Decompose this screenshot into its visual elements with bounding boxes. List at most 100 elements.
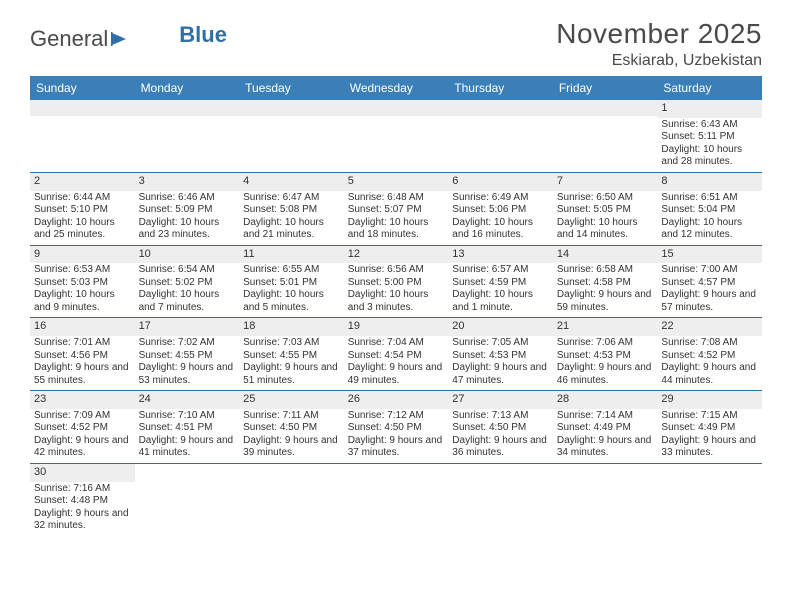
cell-body: Sunrise: 6:53 AMSunset: 5:03 PMDaylight:… <box>30 263 135 317</box>
daylight-text: Daylight: 9 hours and 34 minutes. <box>557 435 654 460</box>
sunset-text: Sunset: 4:55 PM <box>243 350 340 363</box>
calendar-cell: 14Sunrise: 6:58 AMSunset: 4:58 PMDayligh… <box>553 246 658 318</box>
cell-body: Sunrise: 7:11 AMSunset: 4:50 PMDaylight:… <box>239 409 344 463</box>
daylight-text: Daylight: 10 hours and 21 minutes. <box>243 217 340 242</box>
calendar-cell: 4Sunrise: 6:47 AMSunset: 5:08 PMDaylight… <box>239 173 344 245</box>
sunrise-text: Sunrise: 7:04 AM <box>348 337 445 350</box>
calendar-cell: 23Sunrise: 7:09 AMSunset: 4:52 PMDayligh… <box>30 391 135 463</box>
day-number: 29 <box>661 393 673 405</box>
day-number: 26 <box>348 393 360 405</box>
day-number-bar: 23 <box>30 391 135 409</box>
daylight-text: Daylight: 9 hours and 47 minutes. <box>452 362 549 387</box>
daylight-text: Daylight: 10 hours and 7 minutes. <box>139 289 236 314</box>
sunset-text: Sunset: 4:59 PM <box>452 277 549 290</box>
sunrise-text: Sunrise: 7:15 AM <box>661 410 758 423</box>
sunrise-text: Sunrise: 6:51 AM <box>661 192 758 205</box>
day-number-bar: 13 <box>448 246 553 264</box>
day-number: 22 <box>661 320 673 332</box>
sunrise-text: Sunrise: 6:58 AM <box>557 264 654 277</box>
sunset-text: Sunset: 5:06 PM <box>452 204 549 217</box>
day-number-bar: 3 <box>135 173 240 191</box>
day-number-bar <box>135 100 240 116</box>
cell-body: Sunrise: 7:12 AMSunset: 4:50 PMDaylight:… <box>344 409 449 463</box>
day-number: 9 <box>34 248 40 260</box>
sunset-text: Sunset: 4:55 PM <box>139 350 236 363</box>
daylight-text: Daylight: 9 hours and 33 minutes. <box>661 435 758 460</box>
sunrise-text: Sunrise: 7:01 AM <box>34 337 131 350</box>
day-number-bar: 17 <box>135 318 240 336</box>
day-number-bar: 26 <box>344 391 449 409</box>
sunset-text: Sunset: 5:01 PM <box>243 277 340 290</box>
sunset-text: Sunset: 4:50 PM <box>348 422 445 435</box>
day-number: 5 <box>348 175 354 187</box>
calendar-body: 1Sunrise: 6:43 AMSunset: 5:11 PMDaylight… <box>30 100 762 536</box>
cell-body: Sunrise: 7:16 AMSunset: 4:48 PMDaylight:… <box>30 482 135 536</box>
day-number: 12 <box>348 248 360 260</box>
calendar-cell: 29Sunrise: 7:15 AMSunset: 4:49 PMDayligh… <box>657 391 762 463</box>
daylight-text: Daylight: 10 hours and 28 minutes. <box>661 144 758 169</box>
sunset-text: Sunset: 4:57 PM <box>661 277 758 290</box>
week-row: 2Sunrise: 6:44 AMSunset: 5:10 PMDaylight… <box>30 172 762 245</box>
day-number-bar: 1 <box>657 100 762 118</box>
day-number: 6 <box>452 175 458 187</box>
day-number-bar: 14 <box>553 246 658 264</box>
calendar-cell-empty <box>30 100 135 172</box>
sunrise-text: Sunrise: 6:56 AM <box>348 264 445 277</box>
day-number-bar <box>448 100 553 116</box>
day-number-bar: 7 <box>553 173 658 191</box>
calendar-cell: 21Sunrise: 7:06 AMSunset: 4:53 PMDayligh… <box>553 318 658 390</box>
day-number: 16 <box>34 320 46 332</box>
cell-body: Sunrise: 6:47 AMSunset: 5:08 PMDaylight:… <box>239 191 344 245</box>
calendar-cell-empty <box>553 464 658 536</box>
day-header-row: SundayMondayTuesdayWednesdayThursdayFrid… <box>30 76 762 100</box>
day-number-bar <box>135 464 240 480</box>
cell-body: Sunrise: 6:56 AMSunset: 5:00 PMDaylight:… <box>344 263 449 317</box>
calendar-cell: 19Sunrise: 7:04 AMSunset: 4:54 PMDayligh… <box>344 318 449 390</box>
sunrise-text: Sunrise: 6:49 AM <box>452 192 549 205</box>
day-header-cell: Friday <box>553 76 658 100</box>
sunrise-text: Sunrise: 6:53 AM <box>34 264 131 277</box>
month-title: November 2025 <box>556 18 762 50</box>
daylight-text: Daylight: 10 hours and 1 minute. <box>452 289 549 314</box>
day-number-bar: 10 <box>135 246 240 264</box>
day-number-bar: 2 <box>30 173 135 191</box>
day-number: 18 <box>243 320 255 332</box>
calendar-cell: 20Sunrise: 7:05 AMSunset: 4:53 PMDayligh… <box>448 318 553 390</box>
calendar-cell: 18 Sunrise: 7:03 AMSunset: 4:55 PMDayligh… <box>239 318 344 390</box>
day-number-bar: 28 <box>553 391 658 409</box>
cell-body: Sunrise: 7:09 AMSunset: 4:52 PMDaylight:… <box>30 409 135 463</box>
calendar-cell: 15Sunrise: 7:00 AMSunset: 4:57 PMDayligh… <box>657 246 762 318</box>
sunrise-text: Sunrise: 7:00 AM <box>661 264 758 277</box>
calendar-cell-empty <box>239 464 344 536</box>
daylight-text: Daylight: 9 hours and 51 minutes. <box>243 362 340 387</box>
cell-body: Sunrise: 7:03 AMSunset: 4:55 PMDaylight:… <box>239 336 344 390</box>
day-header-cell: Wednesday <box>344 76 449 100</box>
sunset-text: Sunset: 5:00 PM <box>348 277 445 290</box>
cell-body: Sunrise: 7:00 AMSunset: 4:57 PMDaylight:… <box>657 263 762 317</box>
calendar-cell: 22Sunrise: 7:08 AMSunset: 4:52 PMDayligh… <box>657 318 762 390</box>
sunset-text: Sunset: 5:05 PM <box>557 204 654 217</box>
sunset-text: Sunset: 4:56 PM <box>34 350 131 363</box>
daylight-text: Daylight: 10 hours and 25 minutes. <box>34 217 131 242</box>
sunset-text: Sunset: 4:50 PM <box>452 422 549 435</box>
sunrise-text: Sunrise: 7:12 AM <box>348 410 445 423</box>
sunset-text: Sunset: 5:10 PM <box>34 204 131 217</box>
sunset-text: Sunset: 4:48 PM <box>34 495 131 508</box>
sunrise-text: Sunrise: 6:47 AM <box>243 192 340 205</box>
sunrise-text: Sunrise: 6:46 AM <box>139 192 236 205</box>
day-number-bar <box>30 100 135 116</box>
cell-body: Sunrise: 7:01 AMSunset: 4:56 PMDaylight:… <box>30 336 135 390</box>
sunset-text: Sunset: 4:53 PM <box>557 350 654 363</box>
sunrise-text: Sunrise: 7:16 AM <box>34 483 131 496</box>
daylight-text: Daylight: 10 hours and 9 minutes. <box>34 289 131 314</box>
week-row: 9 Sunrise: 6:53 AMSunset: 5:03 PMDaylight… <box>30 245 762 318</box>
day-number: 8 <box>661 175 667 187</box>
sunrise-text: Sunrise: 7:09 AM <box>34 410 131 423</box>
calendar-cell-empty <box>344 100 449 172</box>
sunset-text: Sunset: 5:07 PM <box>348 204 445 217</box>
day-number: 27 <box>452 393 464 405</box>
sunrise-text: Sunrise: 7:06 AM <box>557 337 654 350</box>
daylight-text: Daylight: 9 hours and 32 minutes. <box>34 508 131 533</box>
sunset-text: Sunset: 4:50 PM <box>243 422 340 435</box>
day-header-cell: Tuesday <box>239 76 344 100</box>
